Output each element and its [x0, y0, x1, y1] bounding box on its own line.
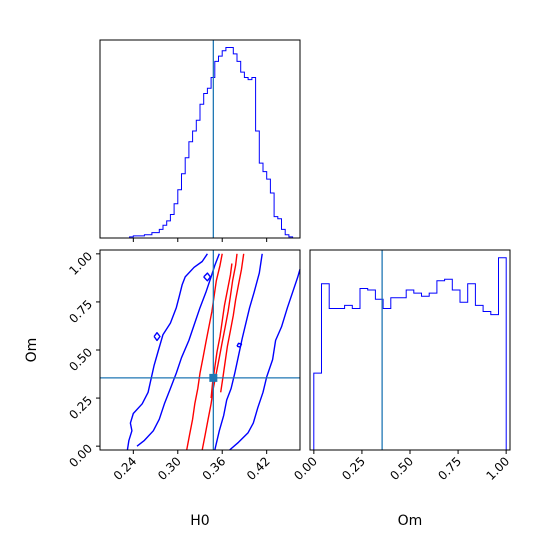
- contour-line-0: [126, 253, 208, 451]
- h0-xtick-label-1: 0.30: [155, 454, 184, 483]
- om-ytick-label-1: 0.25: [66, 393, 95, 422]
- om-marginal-ticks: 0.00 0.25 0.50 0.75 1.00: [291, 450, 512, 483]
- om-marginal-panel: 0.00 0.25 0.50 0.75 1.00 Om: [291, 249, 512, 529]
- h0-om-contours: [126, 253, 301, 451]
- contour-line-7: [186, 253, 223, 451]
- h0-xtick-label-3: 0.42: [244, 454, 273, 483]
- contour-line-8: [201, 253, 238, 451]
- h0-marginal-ticks: [132, 238, 268, 242]
- contour-line-5: [153, 332, 161, 342]
- xlabel-om: Om: [398, 513, 423, 529]
- om-ytick-label-3: 0.75: [66, 297, 95, 326]
- om-marginal-xtick-label-4: 1.00: [483, 454, 512, 483]
- om-hist-series-0: [313, 257, 507, 450]
- h0-om-ticks: 0.24 0.30 0.36 0.42 0.00 0.25 0.50 0.75 1.00: [66, 249, 272, 483]
- om-ytick-label-0: 0.00: [66, 441, 95, 470]
- xlabel-h0: H0: [190, 513, 209, 529]
- h0-histogram: [100, 47, 300, 239]
- om-marginal-xtick-label-3: 0.75: [435, 454, 464, 483]
- contour-line-6: [236, 342, 243, 348]
- h0-marginal-panel: [99, 39, 301, 242]
- contour-line-4: [203, 272, 212, 282]
- om-marginal-frame: [309, 249, 511, 451]
- om-ytick-label-4: 1.00: [66, 249, 95, 278]
- contour-line-3: [136, 253, 220, 447]
- ylabel-om: Om: [24, 338, 40, 363]
- h0-om-2d-panel: 0.24 0.30 0.36 0.420.000.250.500.751.00 H0 …: [24, 249, 301, 529]
- om-ytick-label-2: 0.50: [66, 345, 95, 374]
- om-histogram: [313, 257, 507, 451]
- h0-xtick-label-0: 0.24: [111, 454, 140, 483]
- h0-hist-series-0: [100, 47, 300, 239]
- contour-line-2: [214, 253, 263, 451]
- contour-line-1: [229, 269, 301, 451]
- om-marginal-xtick-label-2: 0.50: [387, 454, 416, 483]
- h0-marginal-frame: [99, 39, 301, 239]
- om-marginal-xtick-label-1: 0.25: [339, 454, 368, 483]
- truth-marker: [209, 373, 218, 382]
- om-marginal-xtick-label-0: 0.00: [291, 454, 320, 483]
- h0-xtick-label-2: 0.36: [200, 454, 229, 483]
- contour-line-10: [220, 253, 245, 393]
- h0-om-frame: [99, 249, 301, 451]
